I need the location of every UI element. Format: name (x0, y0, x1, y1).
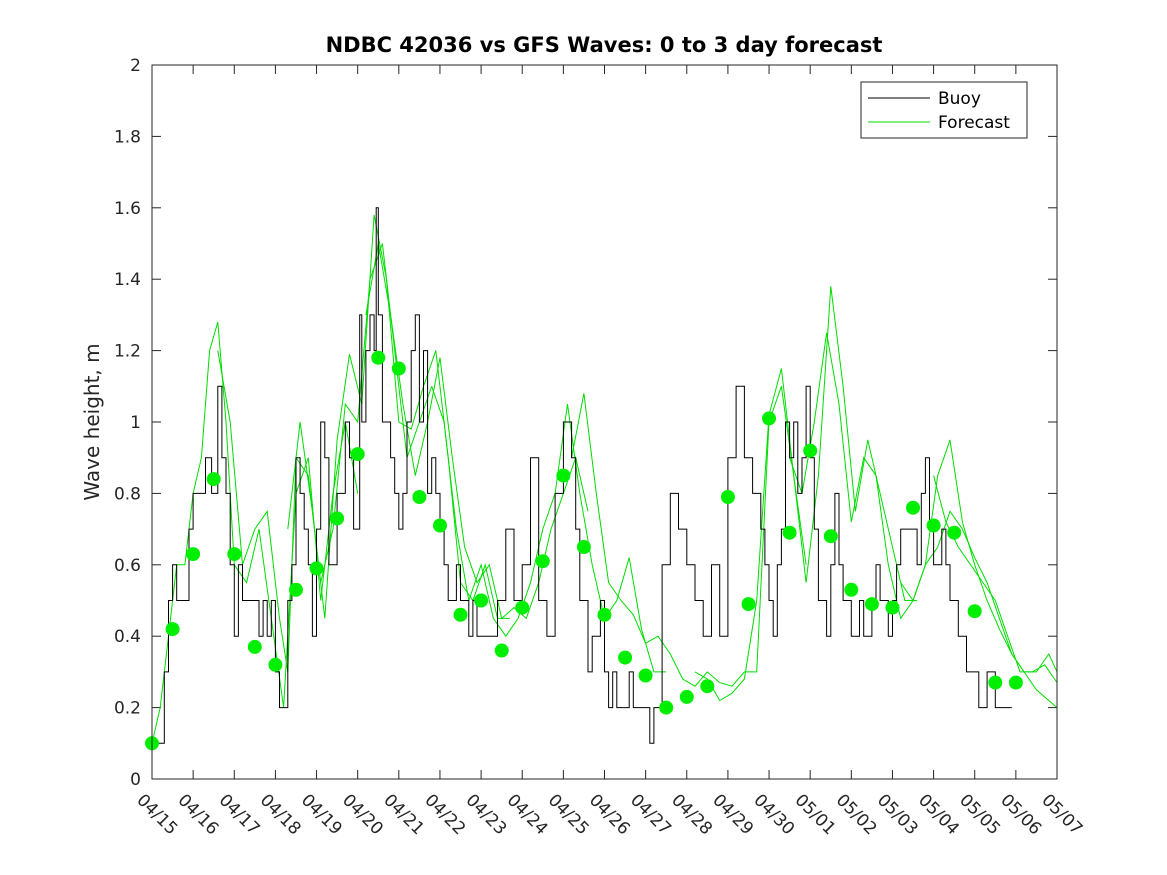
x-tick-labels: 04/1504/1604/1704/1804/1904/2004/2104/22… (132, 790, 1086, 839)
forecast-run-line-7 (694, 286, 918, 702)
forecast-marker (474, 593, 489, 608)
forecast-marker (433, 518, 447, 533)
y-tick-label: 0.2 (114, 699, 141, 719)
x-tick-label: 05/03 (873, 790, 922, 839)
forecast-marker (391, 361, 406, 376)
forecast-marker (638, 668, 653, 683)
x-tick-label: 04/15 (132, 790, 181, 839)
y-tick-label: 2 (130, 56, 141, 76)
forecast-marker (556, 468, 571, 483)
forecast-marker (988, 675, 1003, 690)
y-tick-label: 0.8 (114, 484, 141, 504)
forecast-marker (165, 622, 180, 637)
forecast-marker (906, 500, 920, 515)
legend: Buoy Forecast (860, 81, 1028, 139)
y-tick-label: 1.4 (114, 270, 141, 290)
x-tick-label: 04/25 (544, 790, 593, 839)
x-tick-label: 04/26 (585, 790, 634, 839)
forecast-marker (576, 540, 591, 554)
forecast-run-line-5 (431, 386, 667, 673)
forecast-run-line-1 (151, 321, 359, 744)
forecast-marker (268, 657, 283, 672)
forecast-marker (720, 490, 735, 504)
forecast-run-line-4 (365, 243, 589, 620)
forecast-marker (371, 350, 386, 365)
x-tick-label: 05/07 (1037, 790, 1086, 839)
x-tick-label: 04/28 (667, 790, 716, 839)
forecast-run-line-10 (933, 475, 1058, 683)
forecast-marker (412, 490, 427, 504)
forecast-run-line-9 (900, 510, 1058, 673)
forecast-marker (803, 443, 818, 458)
x-tick-label: 04/18 (256, 790, 305, 839)
y-tick-label: 1 (130, 413, 141, 433)
forecast-marker (453, 607, 468, 622)
x-tick-label: 04/27 (626, 790, 675, 839)
forecast-marker (309, 561, 324, 576)
x-tick-label: 05/05 (955, 790, 1004, 839)
axes-box (151, 64, 1058, 780)
forecast-marker (782, 525, 797, 540)
forecast-marker (823, 529, 838, 544)
forecast-marker (844, 582, 859, 597)
forecast-marker (741, 597, 756, 612)
forecast-marker (679, 689, 694, 704)
x-tick-label: 05/02 (832, 790, 881, 839)
plot-area (145, 207, 1058, 751)
forecast-marker (659, 700, 674, 715)
forecast-marker (700, 679, 715, 694)
forecast-marker (864, 597, 879, 612)
forecast-marker (967, 604, 982, 619)
y-tick-label: 1.8 (114, 127, 141, 147)
forecast-marker (515, 600, 530, 615)
forecast-marker (618, 650, 633, 665)
forecast-marker (494, 643, 509, 658)
forecast-marker (885, 600, 900, 615)
x-tick-label: 04/24 (503, 790, 552, 839)
x-tick-label: 04/22 (420, 790, 469, 839)
forecast-run-line-6 (571, 386, 807, 687)
forecast-marker (186, 547, 201, 562)
forecast-marker (289, 582, 303, 597)
forecast-marker (206, 472, 221, 487)
x-tick-label: 04/19 (297, 790, 346, 839)
x-tick-label: 04/20 (338, 790, 387, 839)
x-tick-label: 04/17 (215, 790, 264, 839)
forecast-marker (330, 511, 345, 526)
forecast-marker (597, 607, 612, 622)
forecast-marker (926, 518, 941, 533)
forecast-marker (247, 639, 262, 654)
x-tick-label: 04/29 (708, 790, 757, 839)
x-tick-label: 04/30 (750, 790, 799, 839)
forecast-marker (1008, 675, 1023, 690)
forecast-run-line-8 (789, 332, 1058, 708)
forecast-marker (947, 525, 962, 540)
x-tick-label: 04/21 (379, 790, 428, 839)
y-tick-label: 0.4 (114, 627, 141, 647)
y-tick-labels: 0 0.2 0.4 0.6 0.8 1 1.2 1.4 1.6 1.8 2 (114, 56, 141, 790)
chart-title: NDBC 42036 vs GFS Waves: 0 to 3 day fore… (326, 33, 883, 57)
legend-forecast-label: Forecast (938, 113, 1010, 133)
forecast-markers (145, 350, 1023, 751)
forecast-marker (535, 554, 550, 569)
y-axis-label: Wave height, m (80, 343, 104, 500)
x-tick-label: 05/04 (914, 790, 963, 839)
buoy-series-line (152, 207, 1012, 744)
y-tick-label: 1.6 (114, 199, 141, 219)
forecast-run-line-3 (287, 214, 510, 619)
legend-box (860, 81, 1028, 139)
y-tick-label: 0.6 (114, 556, 141, 576)
x-tick-label: 04/23 (462, 790, 511, 839)
legend-buoy-label: Buoy (938, 89, 981, 109)
forecast-marker (350, 447, 365, 462)
x-tick-label: 04/16 (174, 790, 223, 839)
x-tick-label: 05/01 (791, 790, 840, 839)
x-tick-label: 05/06 (996, 790, 1045, 839)
forecast-marker (227, 547, 242, 562)
forecast-marker (762, 411, 776, 426)
y-tick-label: 0 (130, 770, 141, 790)
y-tick-label: 1.2 (114, 342, 141, 362)
